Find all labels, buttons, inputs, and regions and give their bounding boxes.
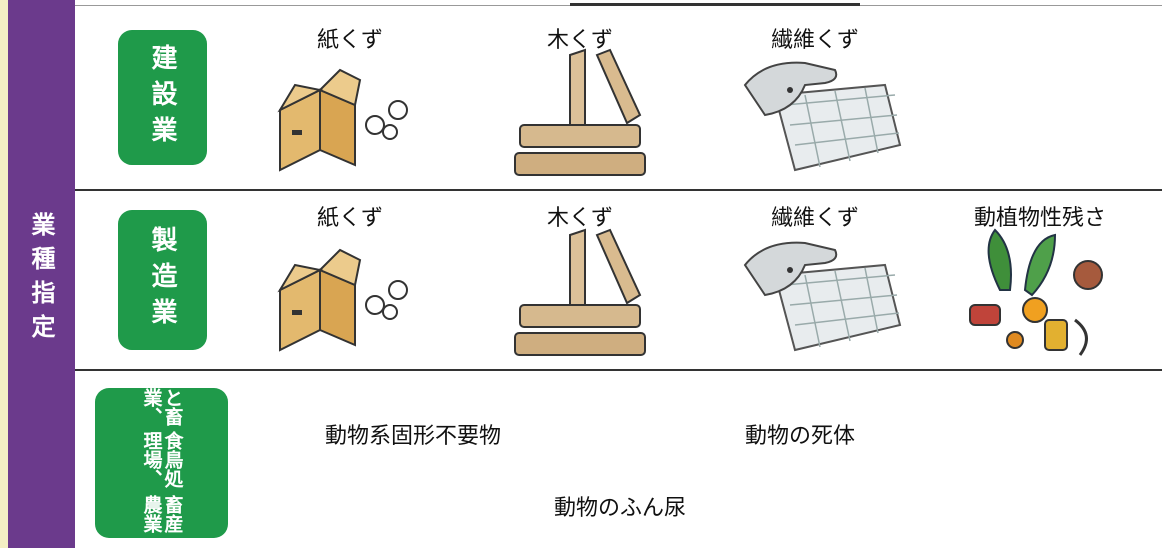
sidebar xyxy=(8,0,75,548)
industry-badge: と畜業、食鳥処理場、畜産農業 xyxy=(95,388,228,538)
item-label: 紙くず xyxy=(316,28,384,53)
item-label: 動物の死体 xyxy=(744,424,856,449)
item-label: 木くず xyxy=(546,206,614,231)
item-label: 繊維くず xyxy=(770,206,860,231)
industry-badge: 製造業 xyxy=(118,210,207,350)
industry-label: と畜業、 xyxy=(140,388,184,426)
industry-label: 製造業 xyxy=(147,226,177,334)
item-label: 動物のふん尿 xyxy=(553,496,687,521)
industry-badge: 建設業 xyxy=(118,30,207,165)
industry-label: 食鳥処理場、 xyxy=(140,430,184,488)
item-label: 木くず xyxy=(546,28,614,53)
item-label: 動物系固形不要物 xyxy=(324,424,502,449)
item-label: 繊維くず xyxy=(770,28,860,53)
row-separator xyxy=(75,369,1162,371)
item-label: 動植物性残さ xyxy=(973,206,1107,231)
top-accent xyxy=(570,3,860,6)
row-separator xyxy=(75,189,1162,191)
industry-label: 建設業 xyxy=(147,43,177,152)
edge xyxy=(0,0,8,548)
sidebar-label: 業種指定 xyxy=(27,212,55,348)
industry-label: 畜産農業 xyxy=(140,495,184,534)
item-label: 紙くず xyxy=(316,206,384,231)
